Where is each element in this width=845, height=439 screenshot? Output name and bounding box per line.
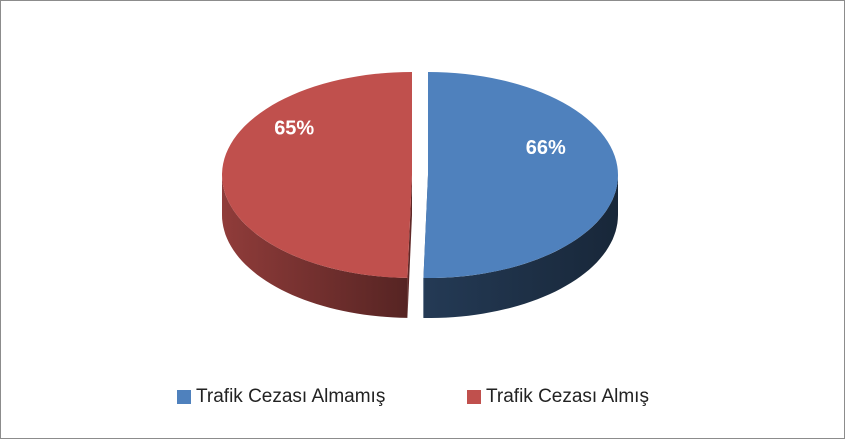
pie-slice-face [407, 174, 413, 318]
legend-swatch [467, 390, 481, 404]
data-label: 65% [274, 117, 314, 139]
legend-label: Trafik Cezası Almış [486, 386, 649, 407]
pie-slice [222, 71, 413, 278]
pie-slice [423, 72, 618, 279]
legend-swatch [177, 390, 191, 404]
data-label: 66% [526, 137, 566, 159]
pie-slice-side [423, 175, 618, 318]
pie-slice-side [222, 175, 408, 318]
legend-label: Trafik Cezası Almamış [196, 386, 385, 407]
